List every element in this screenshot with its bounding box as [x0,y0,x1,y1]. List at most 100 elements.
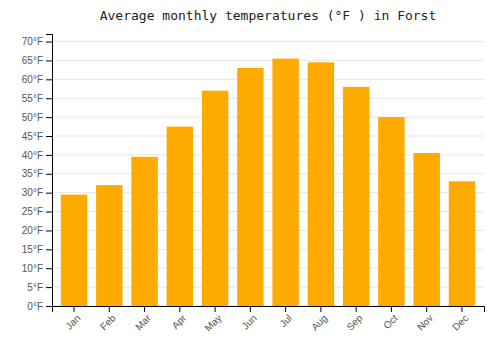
x-tick: Feb [98,306,118,332]
y-tick-mark [46,230,52,231]
grid-line [52,98,484,99]
y-axis: 0°F5°F10°F15°F20°F25°F30°F35°F40°F45°F50… [22,35,53,312]
x-tick: Jul [277,306,294,329]
y-tick-mark [46,155,52,156]
y-tick-mark [46,98,52,99]
y-tick-label: 50°F [22,112,43,123]
bar [449,181,475,306]
x-tick: Dec [450,306,470,333]
y-tick: 30°F [22,187,52,198]
x-tick-mark [109,306,110,312]
y-tick-mark [46,79,52,80]
x-tick-label: Dec [450,312,470,332]
x-axis-line [53,307,485,313]
x-tick: Oct [381,306,400,331]
y-tick: 15°F [22,244,52,255]
y-tick: 65°F [22,55,52,66]
x-tick: Jun [240,306,259,332]
y-tick-label: 55°F [22,93,43,104]
bars [61,59,475,306]
x-tick: Aug [309,306,329,333]
bar [61,195,87,306]
x-axis: Jan Feb Mar Apr May Jun Jul Aug Sep Oct Nov Dec [53,306,485,334]
y-tick-mark [46,60,52,61]
x-tick-mark [285,306,286,312]
y-tick: 50°F [22,112,52,123]
y-tick-label: 70°F [22,36,43,47]
x-tick: Mar [133,306,153,332]
grid [52,42,484,306]
x-tick-mark [356,306,357,312]
bar [167,127,193,306]
x-tick-mark [461,306,462,312]
y-tick-label: 15°F [22,244,43,255]
y-tick-label: 45°F [22,131,43,142]
x-tick-label: Apr [170,312,189,331]
chart: 0°F5°F10°F15°F20°F25°F30°F35°F40°F45°F50… [0,0,500,350]
bar [202,91,228,306]
x-tick-mark [320,306,321,312]
y-tick: 20°F [22,225,52,236]
title: Average monthly temperatures (°F ) in Fo… [100,8,437,23]
x-tick: Nov [415,306,435,333]
x-tick-label: Nov [415,312,435,332]
bar [96,185,122,306]
x-tick-label: May [202,312,223,333]
x-tick-label: Jul [277,312,294,329]
x-tick-label: Sep [344,312,365,333]
x-tick-mark [250,306,251,312]
x-tick: Jan [63,306,82,332]
y-tick: 10°F [22,263,52,274]
y-tick-label: 30°F [22,187,43,198]
y-tick-mark [46,249,52,250]
y-tick-mark [46,174,52,175]
y-tick: 25°F [22,206,52,217]
y-tick: 35°F [22,168,52,179]
x-tick-mark [215,306,216,312]
bar [237,68,263,306]
y-tick-label: 35°F [22,168,43,179]
y-tick-label: 0°F [27,301,43,312]
y-tick-label: 40°F [22,150,43,161]
x-tick-label: Feb [98,312,118,332]
y-tick-label: 60°F [22,74,43,85]
grid-line [52,136,484,137]
x-tick-mark [179,306,180,312]
y-tick-mark [46,306,52,307]
plot: 0°F5°F10°F15°F20°F25°F30°F35°F40°F45°F50… [22,35,485,334]
x-tick-label: Oct [381,312,400,331]
y-tick-label: 65°F [22,55,43,66]
grid-line [52,117,484,118]
x-tick-label: Jun [240,312,259,331]
y-tick-label: 20°F [22,225,43,236]
x-tick: Sep [344,306,365,333]
y-tick: 0°F [27,301,52,312]
y-tick-label: 10°F [22,263,43,274]
x-tick-label: Aug [309,312,329,332]
x-tick-label: Jan [63,312,82,331]
y-tick-mark [46,268,52,269]
x-tick-label: Mar [133,312,153,332]
bar [378,117,404,306]
bar [413,153,439,306]
y-tick: 70°F [22,36,52,47]
y-tick-mark [46,212,52,213]
y-tick-mark [46,287,52,288]
x-tick-mark [391,306,392,312]
y-tick-mark [46,193,52,194]
x-tick-mark [144,306,145,312]
x-tick: May [202,306,223,334]
y-tick: 40°F [22,150,52,161]
x-tick-mark [74,306,75,312]
bar [308,62,334,306]
grid-line [52,79,484,80]
x-tick: Apr [170,306,189,331]
y-tick-mark [46,136,52,137]
bar [272,59,298,306]
y-tick-label: 25°F [22,206,43,217]
y-tick: 55°F [22,93,52,104]
y-tick-mark [46,117,52,118]
grid-line [52,41,484,42]
y-axis-line [46,35,53,307]
y-tick-mark [46,42,52,43]
